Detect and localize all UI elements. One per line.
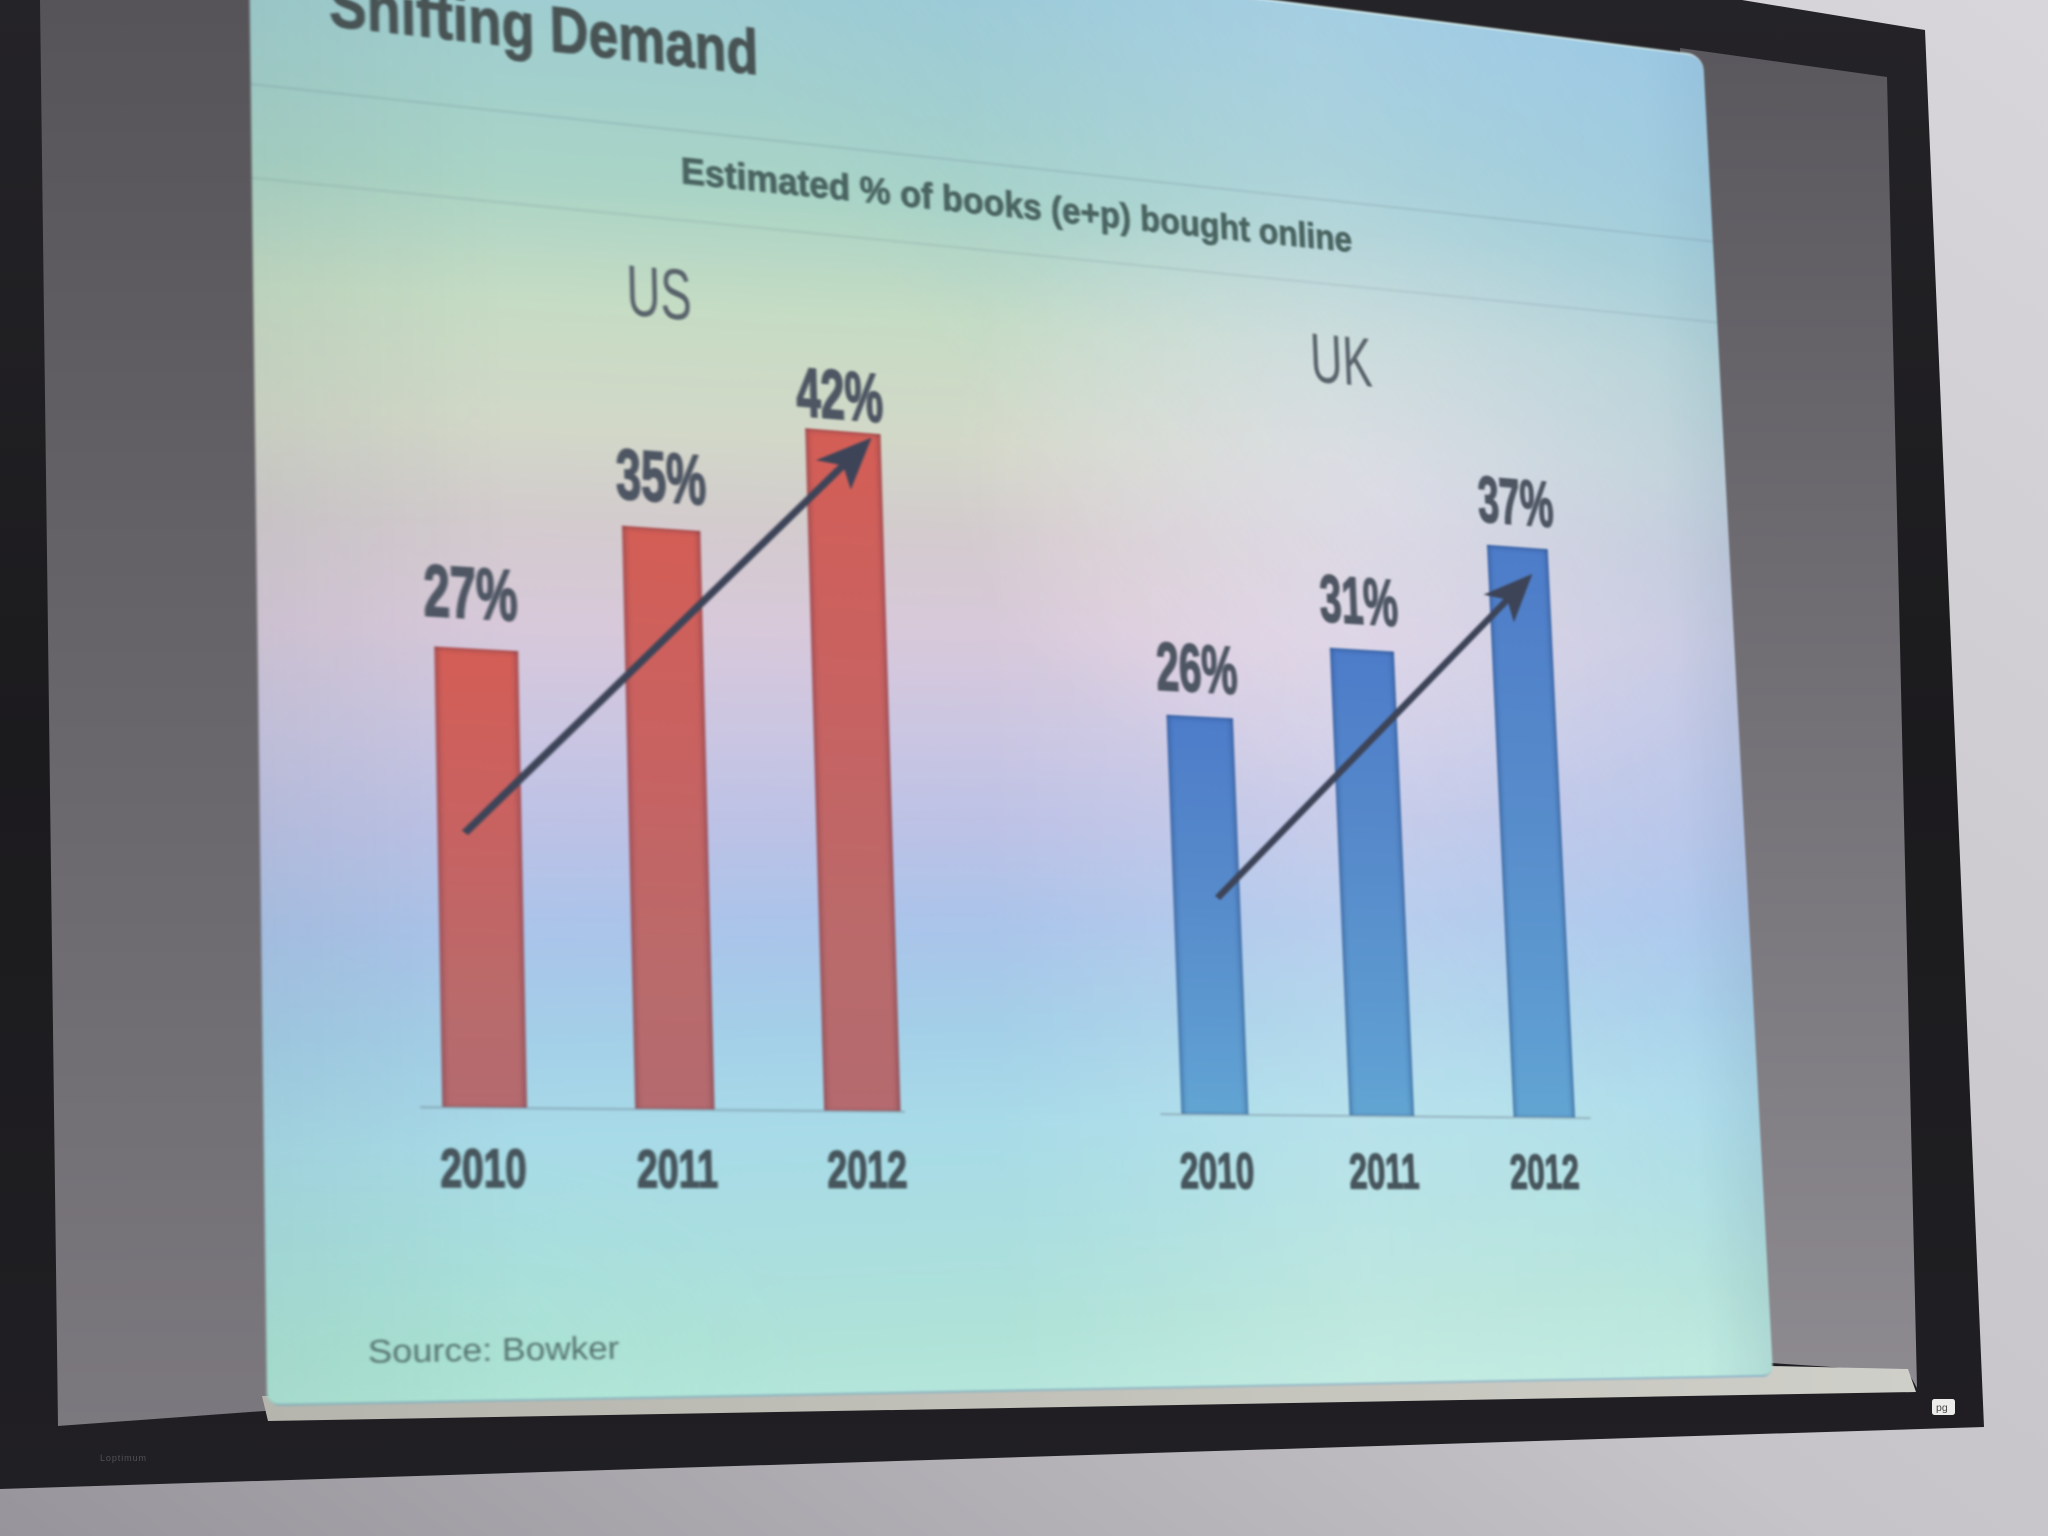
svg-text:Loptimum: Loptimum [100,1453,146,1463]
svg-text:pg: pg [1936,1402,1948,1414]
